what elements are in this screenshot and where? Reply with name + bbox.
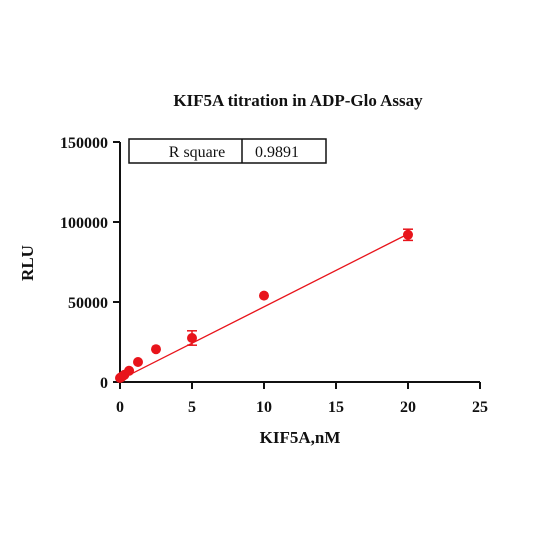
- x-tick-label: 20: [400, 399, 416, 416]
- y-tick-label: 0: [100, 375, 108, 392]
- data-point: [151, 344, 161, 355]
- fit-line: [119, 233, 409, 381]
- x-axis-label: KIF5A,nM: [260, 428, 341, 447]
- x-tick-label: 15: [328, 399, 344, 416]
- x-tick-label: 10: [256, 399, 272, 416]
- data-point: [133, 357, 143, 367]
- data-point: [124, 365, 135, 376]
- y-axis-label: RLU: [18, 245, 37, 281]
- x-tick-label: 5: [188, 399, 196, 416]
- data-point: [259, 290, 269, 301]
- r-square-box-border: [128, 138, 327, 164]
- x-tick-label: 25: [472, 399, 488, 416]
- y-tick-label: 100000: [60, 215, 108, 232]
- r-square-value: 0.9891: [255, 144, 299, 161]
- r-square-box: R square 0.9891: [128, 138, 327, 164]
- data-point: [403, 229, 413, 240]
- y-tick-label: 150000: [60, 135, 108, 152]
- r-square-label: R square: [169, 144, 225, 161]
- plot-area: 0 5 10 15 20 25 0 50000 100000 150000: [60, 135, 488, 416]
- data-point: [187, 333, 197, 343]
- x-tick-label: 0: [116, 399, 124, 416]
- chart-title: KIF5A titration in ADP-Glo Assay: [173, 91, 423, 110]
- y-tick-label: 50000: [68, 295, 108, 312]
